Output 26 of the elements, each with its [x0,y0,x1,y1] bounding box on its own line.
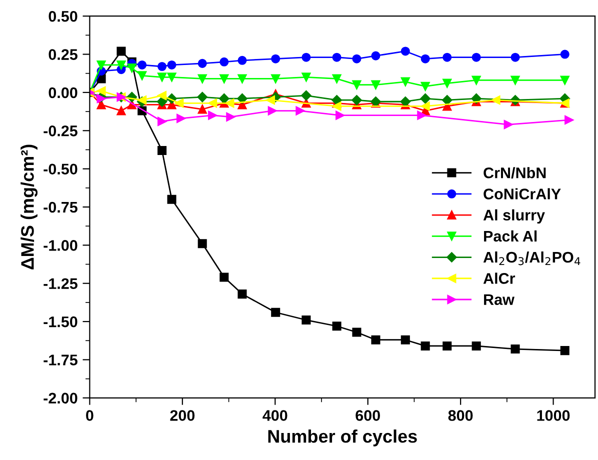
legend-label: Al$_{2}$O$_{3}$/Al$_{2}$PO$_{4}$ [483,251,580,266]
legend-label: Raw [484,294,514,305]
y-tick-label: -1.50 [44,316,78,328]
y-tick-label: -1.75 [44,354,78,366]
y-tick-label: 0.25 [48,49,78,60]
x-tick-label: 600 [356,410,380,421]
x-tick-label: 0 [86,410,94,421]
y-tick-label: 0.00 [48,87,78,98]
x-axis-title: Number of cycles [268,430,417,446]
x-tick-label: 400 [262,410,288,421]
y-tick-label: -0.25 [44,126,78,136]
y-tick-label: 0.50 [48,10,78,22]
legend-label: Al slurry [483,209,545,224]
y-tick-label: -1.25 [44,278,78,290]
y-tick-label: -1.00 [44,240,78,251]
y-axis-title: ΔM/S (mg/cm²) [20,144,38,270]
legend-label: CrN/NbN [484,167,546,178]
y-tick-label: -2.00 [44,392,78,404]
x-tick-label: 1000 [537,410,570,421]
x-tick-label: 800 [448,410,473,421]
legend-label: AlCr [483,272,516,284]
y-tick-label: -0.50 [44,164,78,175]
y-tick-label: -0.75 [44,202,78,213]
legend-label: CoNiCrAlY [484,188,561,200]
x-tick-label: 200 [170,410,195,421]
legend-label: Pack Al [484,230,537,242]
